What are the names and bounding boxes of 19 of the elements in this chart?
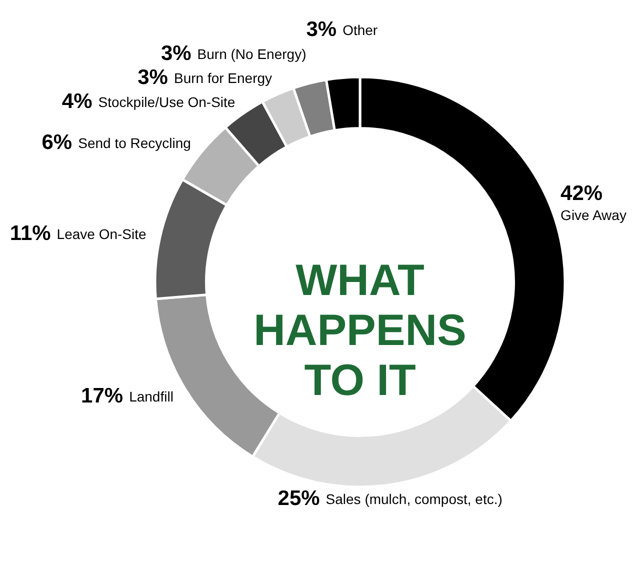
slice-label: Burn for Energy [174, 70, 272, 86]
data-label: 25% [278, 486, 320, 510]
data-label: 3% [138, 66, 168, 90]
slice-label: Other [342, 22, 378, 38]
slice-label: Send to Recycling [78, 134, 191, 151]
text: WHAT HAPPENS TO IT [254, 256, 466, 405]
slice-label: Leave On-Site [56, 226, 147, 242]
data-label: 6% [42, 130, 72, 154]
slice-label: Sales (mulch, compost, etc.) [326, 490, 502, 507]
data-label: 3% [160, 42, 192, 66]
slice-label: Give Away [560, 207, 626, 224]
slice-label: Landfill [129, 388, 174, 405]
data-label: 42% [560, 182, 603, 206]
data-label: 17% [81, 384, 124, 408]
slice-label: Burn (No Energy) [197, 46, 306, 62]
data-label: 3% [306, 18, 337, 42]
data-label: 4% [62, 90, 93, 114]
slice-label: Stockpile/Use On-Site [98, 94, 236, 110]
data-label: 11% [10, 222, 52, 246]
